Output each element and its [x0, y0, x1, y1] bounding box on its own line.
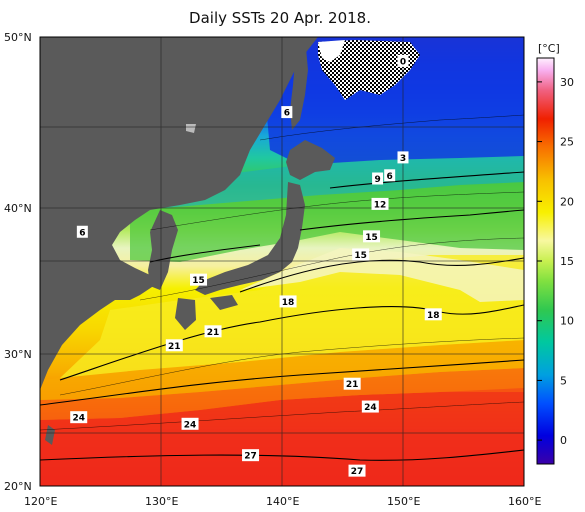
colorbar-tick-label: 0 [560, 434, 567, 447]
contour-label: 24 [72, 414, 85, 424]
map-title: Daily SSTs 20 Apr. 2018. [189, 9, 371, 27]
contour-label: 6 [387, 172, 393, 182]
contour-label: 24 [184, 420, 197, 430]
contour-label: 21 [168, 342, 181, 352]
contour-label-box [348, 464, 366, 477]
colorbar-tick-label: 20 [560, 195, 574, 208]
colorbar-unit: [°C] [538, 42, 560, 55]
contour-label: 18 [427, 311, 440, 321]
contour-label-box [181, 417, 199, 430]
contour-label: 9 [374, 175, 380, 185]
contour-label: 21 [346, 380, 359, 390]
map-frame [39, 36, 525, 487]
contour-label: 0 [400, 57, 406, 67]
contour-label: 27 [351, 467, 364, 477]
contour-label: 12 [374, 200, 387, 210]
contour-label: 21 [207, 328, 220, 338]
lon-label-120e: 120°E [24, 495, 57, 508]
contour-label: 6 [284, 109, 290, 119]
contour-label: 15 [365, 233, 378, 243]
land-honshu [195, 182, 305, 295]
contour-label-box [352, 248, 370, 261]
contour-label-box [204, 325, 222, 338]
contour-label: 6 [79, 228, 85, 238]
lon-label-140e: 140°E [266, 495, 299, 508]
contour-label-box [343, 377, 361, 390]
contour-label-box [363, 230, 381, 243]
contour-label-box [70, 411, 88, 424]
colorbar-tick-label: 10 [560, 315, 574, 328]
contour-label: 27 [244, 452, 257, 462]
lat-label-20n: 20°N [4, 480, 32, 493]
contour-label-box [190, 273, 208, 286]
contour-label: 3 [400, 154, 406, 164]
contour-label: 18 [282, 298, 295, 308]
colorbar-tick-label: 30 [560, 76, 574, 89]
contour-label-box [384, 169, 396, 182]
land-hokkaido [286, 140, 335, 180]
contour-label-box [397, 54, 409, 67]
lon-label-150e: 150°E [387, 495, 420, 508]
contour-label-box [281, 106, 293, 119]
land-asia [40, 37, 318, 390]
contour-label-box [76, 225, 88, 238]
contour-label-box [371, 197, 389, 210]
colorbar-tick-label: 15 [560, 255, 574, 268]
contour-label-box [397, 151, 409, 164]
contour-label-box [372, 172, 384, 185]
land-sakhalin [290, 48, 308, 130]
lon-label-160e: 160°E [508, 495, 541, 508]
contour-label-box [424, 308, 442, 321]
lon-label-130e: 130°E [145, 495, 178, 508]
colorbar-ticks: 30 25 20 15 10 5 0 [537, 76, 574, 447]
lat-label-50n: 50°N [4, 31, 32, 44]
contour-label-box [279, 295, 297, 308]
contour-label: 15 [192, 276, 205, 286]
lat-label-30n: 30°N [4, 348, 32, 361]
contour-label-box [165, 339, 183, 352]
contour-label: 24 [364, 403, 377, 413]
colorbar-tick-label: 5 [560, 374, 567, 387]
contour-label-box [361, 400, 379, 413]
sea-ice [318, 40, 420, 100]
contour-label: 15 [354, 251, 367, 261]
lat-label-40n: 40°N [4, 202, 32, 215]
contour-label-box [242, 449, 260, 462]
colorbar-tick-label: 25 [560, 136, 574, 149]
